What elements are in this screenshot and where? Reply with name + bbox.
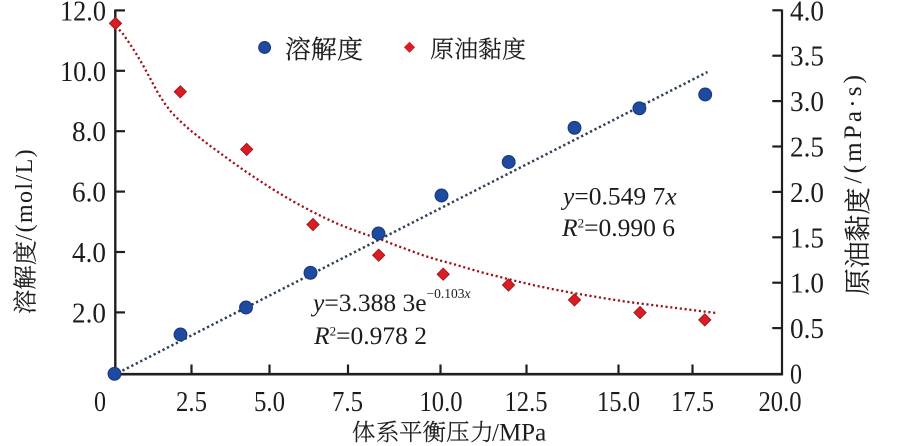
svg-text:12.5: 12.5 (505, 386, 548, 418)
svg-text:20.0: 20.0 (759, 386, 802, 418)
svg-text:1.5: 1.5 (790, 222, 824, 254)
svg-text:y=0.549 7x: y=0.549 7x (560, 182, 677, 211)
svg-text:2.0: 2.0 (72, 297, 106, 329)
svg-text:0: 0 (94, 386, 106, 418)
svg-text:2.5: 2.5 (176, 386, 207, 418)
svg-text:/(mPa·s): /(mPa·s) (840, 72, 867, 184)
svg-text:10.0: 10.0 (60, 56, 106, 88)
svg-text:8.0: 8.0 (72, 116, 106, 148)
svg-text:/MPa: /MPa (492, 420, 546, 446)
svg-text:10.0: 10.0 (420, 386, 463, 418)
svg-text:4.0: 4.0 (72, 237, 106, 269)
svg-text:1.0: 1.0 (790, 268, 824, 300)
svg-text:R2=0.990 6: R2=0.990 6 (561, 213, 675, 242)
svg-text:5.0: 5.0 (254, 386, 285, 418)
svg-text:0: 0 (790, 359, 802, 391)
svg-text:3.5: 3.5 (790, 41, 824, 73)
svg-text:15.0: 15.0 (597, 386, 640, 418)
svg-text:0.5: 0.5 (790, 313, 824, 345)
svg-text:2.5: 2.5 (790, 132, 824, 164)
svg-text:3.0: 3.0 (790, 86, 824, 118)
svg-text:R2=0.978 2: R2=0.978 2 (313, 321, 427, 350)
svg-text:12.0: 12.0 (60, 0, 106, 27)
svg-text:2.0: 2.0 (790, 177, 824, 209)
svg-text:/(mol/L): /(mol/L) (12, 148, 38, 241)
svg-text:4.0: 4.0 (790, 0, 824, 27)
svg-text:17.5: 17.5 (671, 386, 714, 418)
svg-text:7.5: 7.5 (332, 386, 363, 418)
svg-text:6.0: 6.0 (72, 177, 106, 209)
